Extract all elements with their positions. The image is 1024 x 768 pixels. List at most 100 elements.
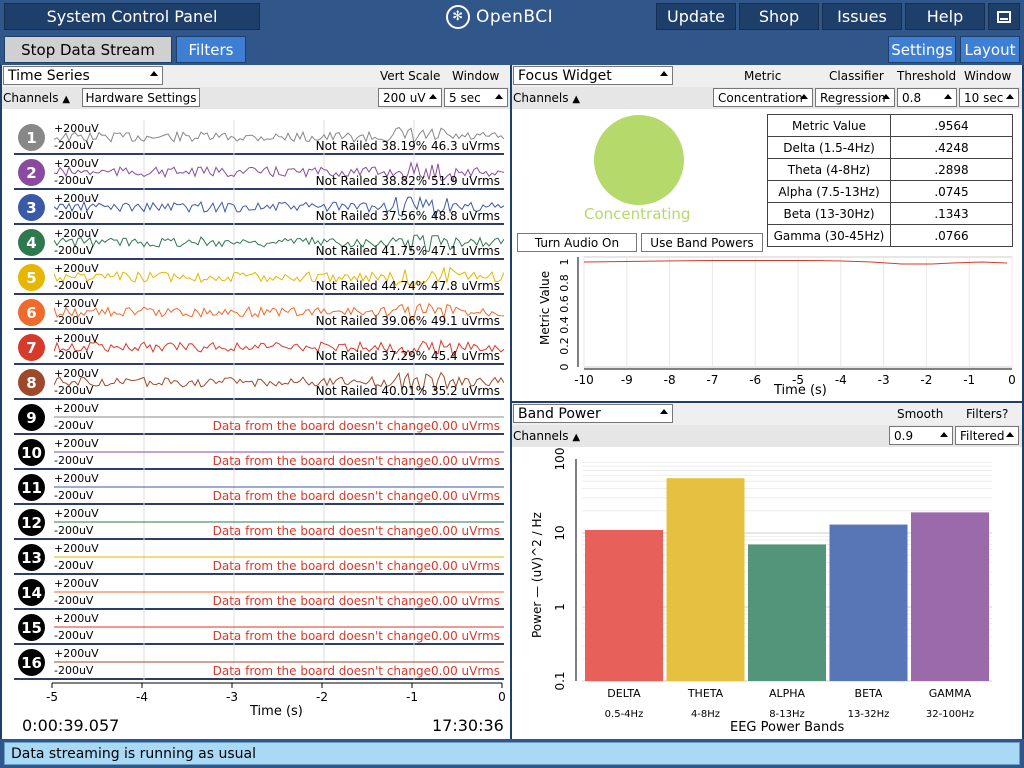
channel-toggle-button[interactable]: 13 bbox=[18, 544, 45, 571]
time-tick-label: 0 bbox=[498, 690, 506, 704]
time-tick-label: -3 bbox=[226, 690, 238, 704]
channel-toggle-button[interactable]: 8 bbox=[18, 369, 45, 396]
channel-plus-scale: +200uV bbox=[54, 647, 99, 660]
channel-toggle-button[interactable]: 1 bbox=[18, 124, 45, 151]
dropdown-arrow-icon bbox=[882, 94, 890, 99]
channel-trace bbox=[54, 120, 504, 155]
channel-toggle-button[interactable]: 3 bbox=[18, 194, 45, 221]
focus-window-select[interactable]: 10 sec bbox=[959, 88, 1019, 107]
smooth-label: Smooth bbox=[897, 407, 944, 421]
metric-name-cell: Gamma (30-45Hz) bbox=[767, 224, 891, 247]
channel-toggle-button[interactable]: 16 bbox=[18, 649, 45, 676]
focus-channels-toggle[interactable]: Channels ▲ bbox=[513, 91, 581, 105]
vert-scale-label: Vert Scale bbox=[380, 69, 441, 83]
band-range-label: 0.5-4Hz bbox=[605, 709, 644, 720]
channel-row: 7 +200uV -200uV Not Railed 37.29% 45.4 uVrm… bbox=[14, 330, 504, 365]
channel-minus-scale: -200uV bbox=[54, 279, 94, 292]
widget-select[interactable]: Time Series bbox=[3, 66, 163, 85]
focus-y-tick: 0.6 bbox=[558, 295, 571, 313]
band-power-y-tick: 10 bbox=[553, 525, 567, 540]
channel-row: 3 +200uV -200uV Not Railed 37.56% 48.8 uVrm… bbox=[14, 190, 504, 225]
elapsed-time: 0:00:39.057 bbox=[22, 716, 120, 735]
channel-row: 14 +200uV -200uV Data from the board doesn'… bbox=[14, 575, 504, 610]
channel-toggle-button[interactable]: 6 bbox=[18, 299, 45, 326]
filters-select[interactable]: Filtered bbox=[955, 426, 1019, 445]
channel-toggle-button[interactable]: 4 bbox=[18, 229, 45, 256]
channel-trace bbox=[54, 540, 504, 575]
channel-plus-scale: +200uV bbox=[54, 437, 99, 450]
channel-row: 10 +200uV -200uV Data from the board doesn'… bbox=[14, 435, 504, 470]
channel-toggle-button[interactable]: 15 bbox=[18, 614, 45, 641]
metric-select[interactable]: Concentration bbox=[713, 88, 813, 107]
channel-status: Data from the board doesn't change0.00 u… bbox=[212, 594, 500, 608]
dropdown-arrow-icon bbox=[940, 432, 948, 437]
focus-x-tick: -10 bbox=[574, 373, 594, 387]
band-power-channels-toggle[interactable]: Channels ▲ bbox=[513, 429, 581, 443]
band-power-y-tick: 0.1 bbox=[553, 671, 567, 690]
smooth-select[interactable]: 0.9 bbox=[889, 426, 953, 445]
focus-y-tick: 0.4 bbox=[558, 316, 571, 334]
shop-button[interactable]: Shop bbox=[739, 3, 819, 30]
window-icon[interactable] bbox=[988, 3, 1020, 30]
channel-toggle-button[interactable]: 5 bbox=[18, 264, 45, 291]
channel-status: Data from the board doesn't change0.00 u… bbox=[212, 489, 500, 503]
filters-button[interactable]: Filters bbox=[176, 36, 246, 63]
window-select[interactable]: 5 sec bbox=[444, 88, 508, 107]
band-range-label: 13-32Hz bbox=[848, 709, 890, 720]
stop-data-stream-button[interactable]: Stop Data Stream bbox=[4, 36, 172, 63]
dropdown-arrow-icon bbox=[800, 94, 808, 99]
band-label: THETA bbox=[687, 687, 724, 700]
channel-toggle-button[interactable]: 10 bbox=[18, 439, 45, 466]
band-power-bar bbox=[911, 512, 989, 681]
hardware-settings-button[interactable]: Hardware Settings bbox=[82, 88, 200, 107]
channel-status: Not Railed 37.56% 48.8 uVrms bbox=[315, 209, 500, 223]
channel-minus-scale: -200uV bbox=[54, 384, 94, 397]
channel-status: Data from the board doesn't change0.00 u… bbox=[212, 419, 500, 433]
channel-toggle-button[interactable]: 14 bbox=[18, 579, 45, 606]
band-range-label: 4-8Hz bbox=[691, 709, 720, 720]
focus-x-tick: 0 bbox=[1008, 373, 1016, 387]
channel-status: Data from the board doesn't change0.00 u… bbox=[212, 664, 500, 678]
focus-x-tick: -8 bbox=[664, 373, 676, 387]
channels-toggle[interactable]: Channels ▲ bbox=[3, 91, 71, 105]
dropdown-arrow-icon bbox=[1006, 432, 1014, 437]
channel-toggle-button[interactable]: 7 bbox=[18, 334, 45, 361]
focus-y-tick: 0 bbox=[558, 364, 571, 371]
channel-trace bbox=[54, 575, 504, 610]
issues-button[interactable]: Issues bbox=[822, 3, 902, 30]
focus-state-label: Concentrating bbox=[584, 205, 691, 223]
channel-trace bbox=[54, 470, 504, 505]
layout-button[interactable]: Layout bbox=[960, 36, 1020, 63]
clock-time: 17:30:36 bbox=[432, 716, 504, 735]
update-button[interactable]: Update bbox=[656, 3, 736, 30]
system-control-panel-button[interactable]: System Control Panel bbox=[4, 3, 260, 30]
channel-toggle-button[interactable]: 11 bbox=[18, 474, 45, 501]
channel-row: 13 +200uV -200uV Data from the board doesn'… bbox=[14, 540, 504, 575]
channel-toggle-button[interactable]: 2 bbox=[18, 159, 45, 186]
focus-x-tick: -3 bbox=[878, 373, 890, 387]
classifier-select[interactable]: Regression bbox=[815, 88, 895, 107]
dropdown-arrow-icon bbox=[660, 71, 668, 76]
settings-button[interactable]: Settings bbox=[888, 36, 956, 63]
focus-y-tick: 1 bbox=[558, 259, 571, 266]
use-band-powers-button[interactable]: Use Band Powers bbox=[641, 233, 763, 252]
channel-toggle-button[interactable]: 12 bbox=[18, 509, 45, 536]
channel-toggle-button[interactable]: 9 bbox=[18, 404, 45, 431]
dropdown-arrow-icon bbox=[495, 94, 503, 99]
help-button[interactable]: Help bbox=[905, 3, 985, 30]
focus-x-tick: -4 bbox=[835, 373, 847, 387]
channel-row: 2 +200uV -200uV Not Railed 38.82% 51.9 uVrm… bbox=[14, 155, 504, 190]
band-power-bar bbox=[666, 478, 745, 681]
band-power-panel: Band Power Smooth Filters? Channels ▲ 0.… bbox=[512, 403, 1022, 739]
turn-audio-on-button[interactable]: Turn Audio On bbox=[517, 233, 637, 252]
channel-status: Not Railed 41.75% 47.1 uVrms bbox=[315, 244, 500, 258]
focus-widget-select[interactable]: Focus Widget bbox=[513, 66, 673, 85]
vert-scale-select[interactable]: 200 uV bbox=[378, 88, 442, 107]
dropdown-arrow-icon bbox=[1006, 94, 1014, 99]
time-series-panel: Time Series Vert Scale Window Channels ▲… bbox=[2, 65, 510, 739]
channel-plus-scale: +200uV bbox=[54, 122, 99, 135]
channel-plus-scale: +200uV bbox=[54, 507, 99, 520]
metric-label: Metric bbox=[744, 69, 782, 83]
threshold-select[interactable]: 0.8 bbox=[897, 88, 957, 107]
band-power-widget-select[interactable]: Band Power bbox=[513, 404, 673, 423]
